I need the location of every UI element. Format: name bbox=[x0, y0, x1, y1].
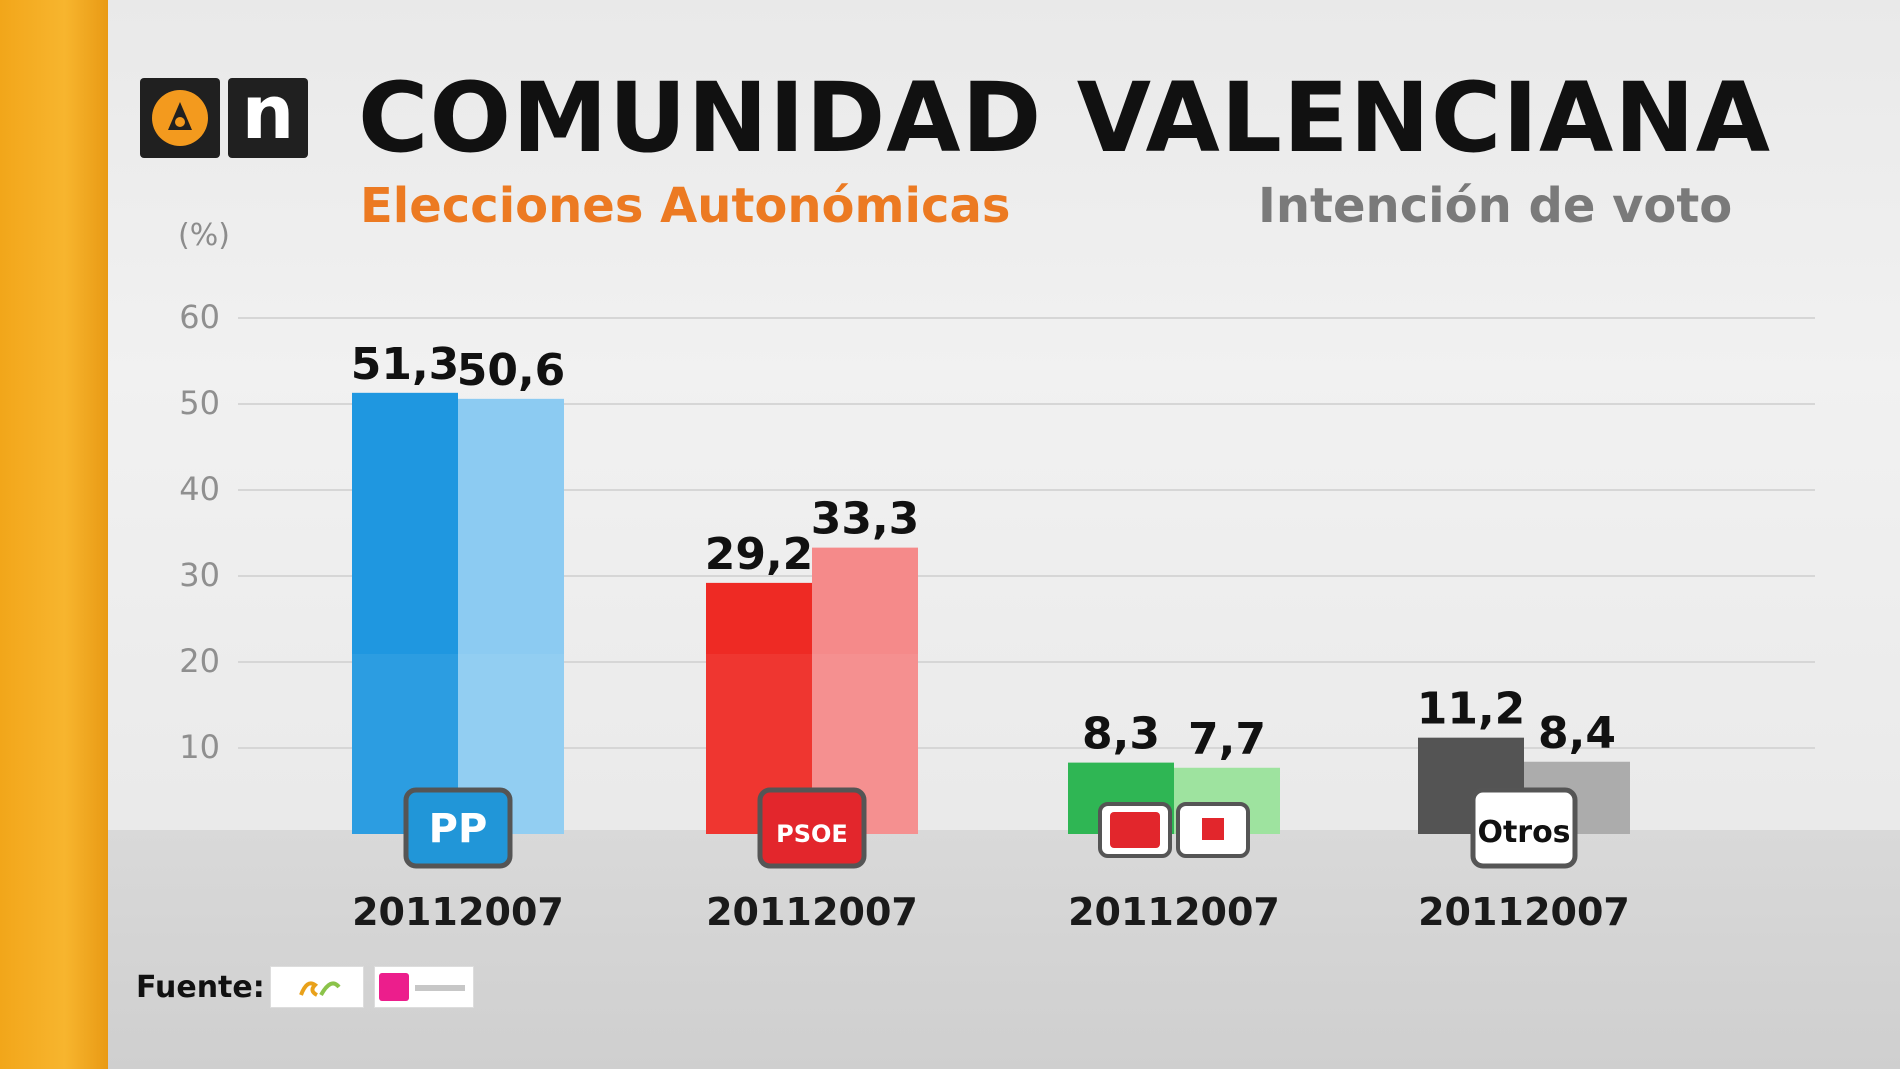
y-tick-label-60: 60 bbox=[179, 298, 220, 336]
y-tick-label-50: 50 bbox=[179, 384, 220, 422]
year-label-eu-2011: 2011 bbox=[1068, 890, 1174, 934]
badge-pp bbox=[403, 787, 513, 869]
y-axis-unit: (%) bbox=[178, 218, 230, 253]
bar-psoe-2007 bbox=[812, 547, 918, 834]
source-logo-a3 bbox=[270, 966, 364, 1008]
value-label-eu-2011: 8,3 bbox=[1082, 709, 1160, 760]
badge-label-pp: PP bbox=[429, 806, 488, 852]
y-tick-label-40: 40 bbox=[179, 470, 220, 508]
antena3-logo bbox=[140, 78, 220, 158]
noticias-logo: n bbox=[228, 70, 308, 158]
year-label-otros-2011: 2011 bbox=[1418, 890, 1524, 934]
value-label-pp-2011: 51,3 bbox=[351, 339, 460, 390]
source-label: Fuente: bbox=[136, 970, 265, 1005]
value-label-otros-2007: 8,4 bbox=[1538, 708, 1616, 759]
chart-subtitle: Elecciones Autonómicas bbox=[360, 178, 1011, 234]
page-title: COMUNIDAD VALENCIANA bbox=[358, 62, 1771, 174]
year-label-pp-2011: 2011 bbox=[352, 890, 458, 934]
badge-label-psoe: PSOE bbox=[776, 820, 848, 848]
y-tick-label-30: 30 bbox=[179, 556, 220, 594]
value-label-eu-2007: 7,7 bbox=[1188, 714, 1266, 765]
value-label-otros-2011: 11,2 bbox=[1417, 684, 1526, 735]
badge-otros bbox=[1470, 787, 1578, 869]
year-label-otros-2007: 2007 bbox=[1524, 890, 1630, 934]
value-label-psoe-2007: 33,3 bbox=[811, 494, 920, 545]
value-label-pp-2007: 50,6 bbox=[457, 345, 566, 396]
badge-psoe bbox=[757, 787, 867, 869]
chart-subtitle-right: Intención de voto bbox=[1258, 178, 1733, 234]
y-tick-label-20: 20 bbox=[179, 642, 220, 680]
badge-eu-2007-mark bbox=[1202, 818, 1224, 840]
year-label-psoe-2007: 2007 bbox=[812, 890, 918, 934]
bar-pp-2011 bbox=[352, 392, 458, 834]
noticias-logo-letter: n bbox=[241, 70, 295, 156]
badge-eu-2011-mark bbox=[1110, 812, 1160, 848]
year-label-eu-2007: 2007 bbox=[1174, 890, 1280, 934]
year-label-pp-2007: 2007 bbox=[458, 890, 564, 934]
year-label-psoe-2011: 2011 bbox=[706, 890, 812, 934]
y-tick-label-10: 10 bbox=[179, 728, 220, 766]
value-label-psoe-2011: 29,2 bbox=[705, 529, 814, 580]
floor-panel bbox=[108, 830, 1900, 1069]
source-logo-tns bbox=[374, 966, 474, 1008]
orange-side-band bbox=[0, 0, 108, 1069]
badge-label-otros: Otros bbox=[1477, 815, 1570, 850]
bar-pp-2007 bbox=[458, 398, 564, 834]
